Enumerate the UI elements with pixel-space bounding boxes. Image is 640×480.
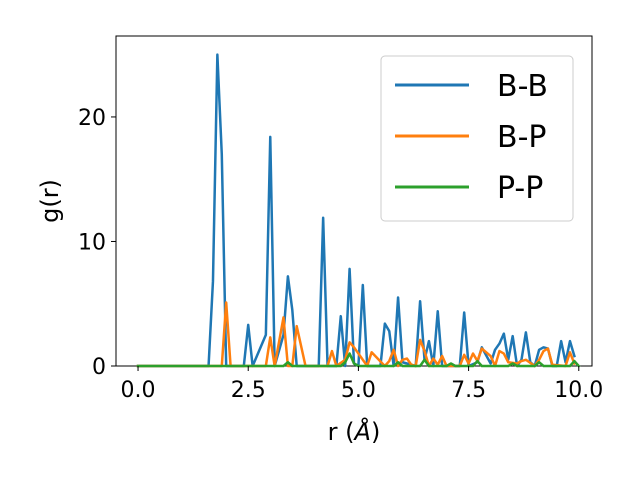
series-line-b-p <box>136 301 576 368</box>
series-line-b-b <box>136 53 576 368</box>
y-axis-label: g(r) <box>36 179 64 223</box>
axes-frame <box>115 35 593 367</box>
series-layer <box>136 53 581 368</box>
series-line-p-p <box>136 352 581 368</box>
x-tick-label: 2.5 <box>231 378 266 403</box>
y-tick-label: 10 <box>78 230 106 255</box>
x-tick-label: 7.5 <box>451 378 486 403</box>
plot-area: 0.0 2.5 5.0 7.5 10.0 0 10 20 <box>78 35 603 403</box>
y-tick-label: 20 <box>78 106 106 131</box>
x-tick-label: 10.0 <box>554 378 603 403</box>
x-tick-label: 5.0 <box>341 378 376 403</box>
x-tick-label: 0.0 <box>121 378 156 403</box>
legend: B-B B-P P-P <box>380 55 574 222</box>
y-tick-label: 0 <box>92 355 106 380</box>
legend-label-b-b: B-B <box>497 69 548 104</box>
x-axis-label: r (Å) <box>328 417 381 446</box>
legend-label-b-p: B-P <box>497 120 547 155</box>
y-axis-ticks: 0 10 20 <box>78 106 116 380</box>
x-axis-ticks: 0.0 2.5 5.0 7.5 10.0 <box>121 366 603 403</box>
legend-label-p-p: P-P <box>497 171 543 206</box>
legend-box <box>380 55 574 222</box>
